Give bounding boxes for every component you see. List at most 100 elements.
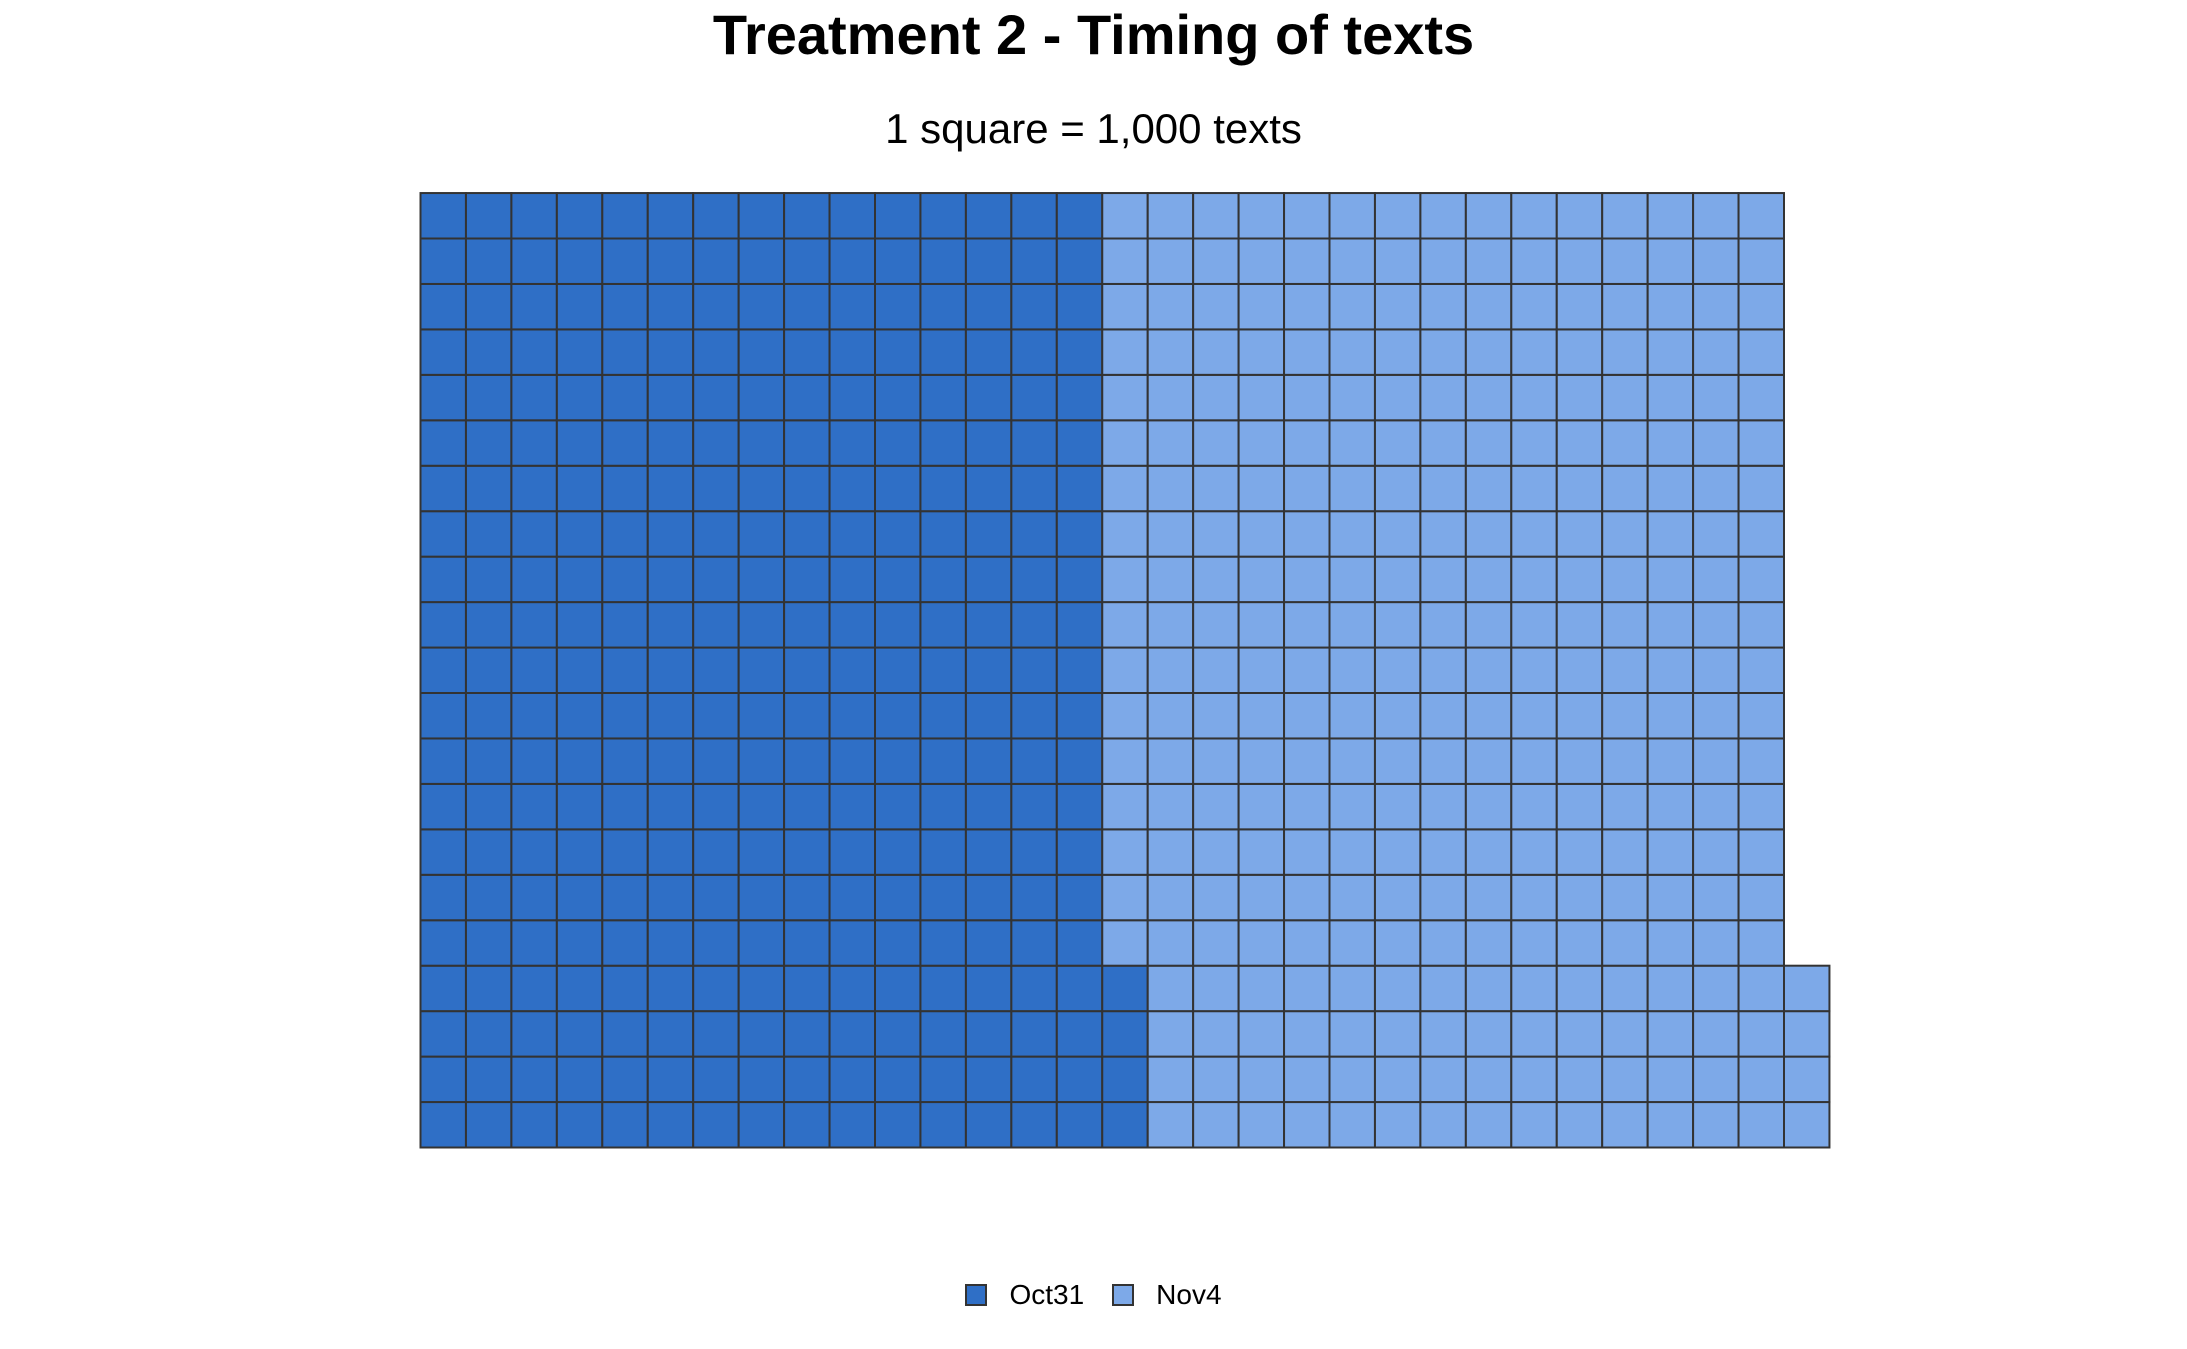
waffle-square-oct31 xyxy=(874,692,922,740)
waffle-square-oct31 xyxy=(692,646,740,694)
waffle-square-oct31 xyxy=(419,1010,467,1058)
waffle-square-oct31 xyxy=(555,646,604,694)
waffle-square-oct31 xyxy=(692,464,740,513)
waffle-square-nov4 xyxy=(1737,510,1786,558)
chart-title: Treatment 2 - Timing of texts xyxy=(712,3,1475,66)
waffle-square-nov4 xyxy=(1101,237,1149,285)
waffle-square-oct31 xyxy=(874,373,922,422)
waffle-square-oct31 xyxy=(510,464,558,513)
waffle-square-oct31 xyxy=(1010,328,1058,376)
waffle-square-nov4 xyxy=(1783,964,1831,1013)
waffle-square-oct31 xyxy=(828,555,876,604)
waffle-square-oct31 xyxy=(601,601,649,649)
waffle-square-nov4 xyxy=(1328,282,1376,331)
waffle-square-oct31 xyxy=(1055,1101,1104,1149)
waffle-square-oct31 xyxy=(1010,873,1058,922)
waffle-square-nov4 xyxy=(1555,873,1604,922)
waffle-square-nov4 xyxy=(1328,192,1376,240)
waffle-square-oct31 xyxy=(646,919,695,967)
waffle-square-oct31 xyxy=(555,373,604,422)
waffle-square-nov4 xyxy=(1464,1101,1513,1149)
waffle-square-oct31 xyxy=(419,237,467,285)
waffle-square-oct31 xyxy=(828,919,876,967)
waffle-square-oct31 xyxy=(555,964,604,1013)
waffle-square-oct31 xyxy=(646,782,695,831)
waffle-square-nov4 xyxy=(1419,782,1467,831)
waffle-square-nov4 xyxy=(1419,828,1467,876)
waffle-square-oct31 xyxy=(1055,373,1104,422)
waffle-square-nov4 xyxy=(1646,646,1695,694)
waffle-square-oct31 xyxy=(1055,646,1104,694)
waffle-square-oct31 xyxy=(919,828,967,876)
waffle-square-nov4 xyxy=(1646,782,1695,831)
waffle-square-oct31 xyxy=(1055,692,1104,740)
waffle-square-nov4 xyxy=(1601,237,1649,285)
waffle-square-nov4 xyxy=(1510,192,1558,240)
waffle-square-nov4 xyxy=(1692,419,1740,467)
waffle-square-oct31 xyxy=(510,1101,558,1149)
waffle-square-oct31 xyxy=(964,919,1013,967)
waffle-square-oct31 xyxy=(1055,510,1104,558)
waffle-square-nov4 xyxy=(1101,464,1149,513)
waffle-square-nov4 xyxy=(1328,328,1376,376)
waffle-square-nov4 xyxy=(1464,328,1513,376)
waffle-square-oct31 xyxy=(692,555,740,604)
waffle-square-oct31 xyxy=(1010,828,1058,876)
waffle-square-oct31 xyxy=(964,1010,1013,1058)
waffle-square-oct31 xyxy=(964,282,1013,331)
waffle-square-nov4 xyxy=(1419,1055,1467,1104)
waffle-square-oct31 xyxy=(1010,1055,1058,1104)
waffle-square-oct31 xyxy=(692,328,740,376)
waffle-square-nov4 xyxy=(1146,601,1195,649)
waffle-square-nov4 xyxy=(1737,964,1786,1013)
waffle-square-nov4 xyxy=(1783,1101,1831,1149)
waffle-square-oct31 xyxy=(1010,555,1058,604)
waffle-square-nov4 xyxy=(1646,510,1695,558)
waffle-square-oct31 xyxy=(737,919,786,967)
waffle-square-nov4 xyxy=(1237,646,1286,694)
waffle-square-oct31 xyxy=(646,419,695,467)
waffle-square-nov4 xyxy=(1373,692,1422,740)
waffle-square-nov4 xyxy=(1464,464,1513,513)
waffle-square-nov4 xyxy=(1601,964,1649,1013)
waffle-square-nov4 xyxy=(1192,282,1240,331)
waffle-square-nov4 xyxy=(1555,464,1604,513)
waffle-square-oct31 xyxy=(646,737,695,785)
waffle-square-nov4 xyxy=(1373,828,1422,876)
waffle-square-oct31 xyxy=(646,192,695,240)
waffle-square-oct31 xyxy=(828,1101,876,1149)
waffle-square-oct31 xyxy=(783,646,831,694)
waffle-square-nov4 xyxy=(1646,192,1695,240)
waffle-square-oct31 xyxy=(464,1055,513,1104)
waffle-square-nov4 xyxy=(1146,328,1195,376)
waffle-square-nov4 xyxy=(1419,282,1467,331)
waffle-square-nov4 xyxy=(1737,692,1786,740)
waffle-square-nov4 xyxy=(1601,282,1649,331)
waffle-square-oct31 xyxy=(737,692,786,740)
waffle-square-nov4 xyxy=(1510,373,1558,422)
waffle-square-oct31 xyxy=(601,737,649,785)
waffle-square-nov4 xyxy=(1283,964,1331,1013)
waffle-square-oct31 xyxy=(1055,1055,1104,1104)
waffle-square-nov4 xyxy=(1464,510,1513,558)
waffle-square-oct31 xyxy=(783,1101,831,1149)
waffle-square-nov4 xyxy=(1555,1101,1604,1149)
waffle-square-nov4 xyxy=(1510,964,1558,1013)
waffle-square-nov4 xyxy=(1373,373,1422,422)
waffle-square-oct31 xyxy=(692,237,740,285)
waffle-square-oct31 xyxy=(919,1101,967,1149)
waffle-square-oct31 xyxy=(692,510,740,558)
waffle-square-oct31 xyxy=(692,601,740,649)
waffle-square-oct31 xyxy=(783,464,831,513)
waffle-square-nov4 xyxy=(1692,373,1740,422)
waffle-square-oct31 xyxy=(1055,873,1104,922)
waffle-square-nov4 xyxy=(1237,964,1286,1013)
waffle-square-oct31 xyxy=(419,964,467,1013)
waffle-square-oct31 xyxy=(874,601,922,649)
waffle-square-oct31 xyxy=(1055,282,1104,331)
waffle-square-nov4 xyxy=(1192,737,1240,785)
waffle-square-nov4 xyxy=(1601,601,1649,649)
waffle-square-nov4 xyxy=(1237,1101,1286,1149)
waffle-square-nov4 xyxy=(1237,555,1286,604)
waffle-square-oct31 xyxy=(1010,192,1058,240)
